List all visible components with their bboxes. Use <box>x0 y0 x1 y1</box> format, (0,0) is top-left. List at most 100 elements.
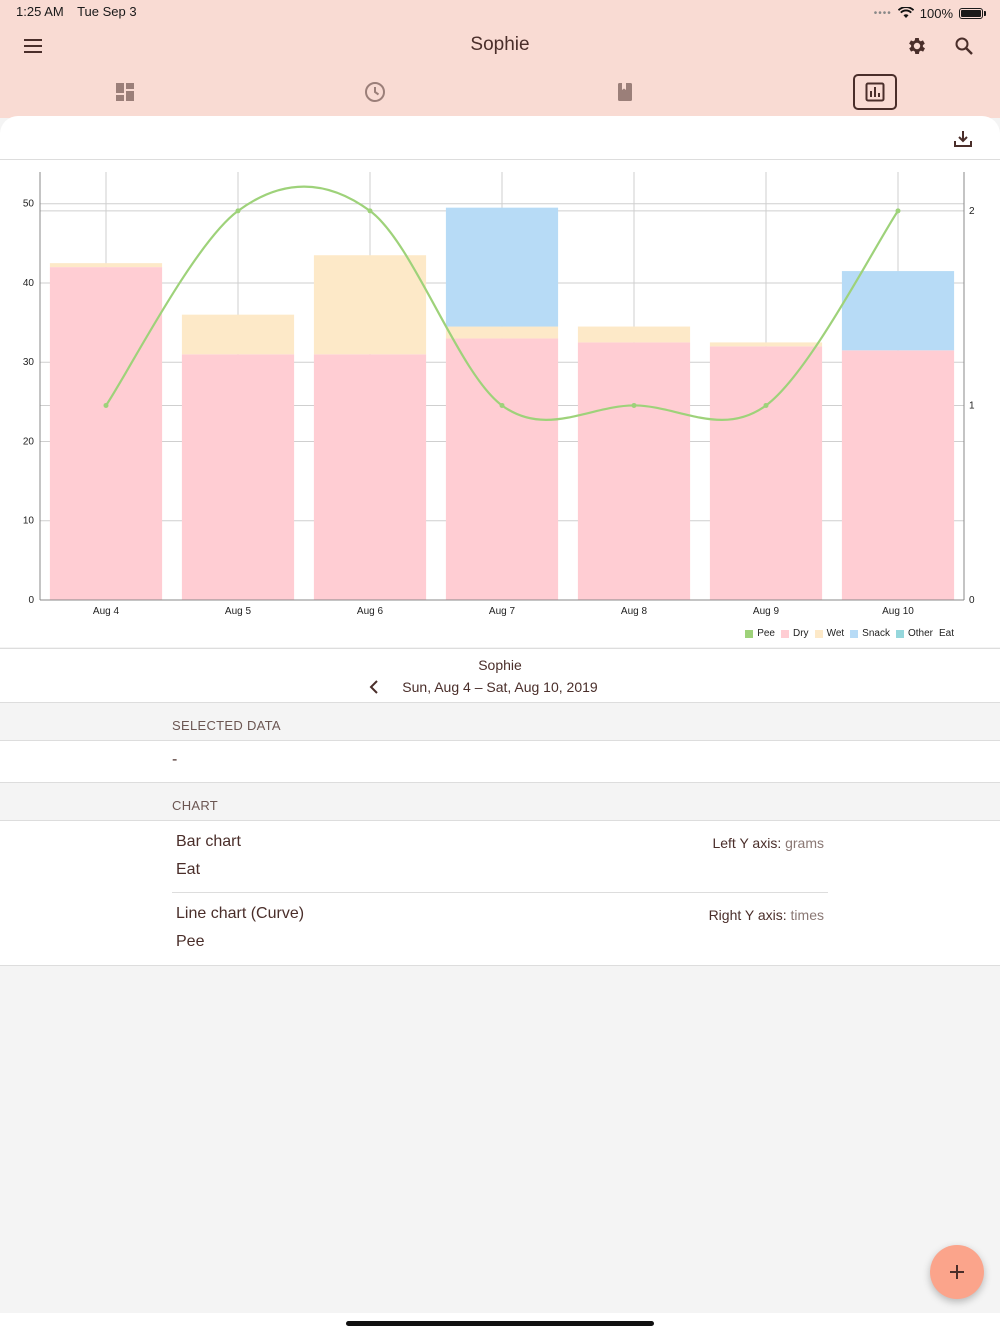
chart-settings-title: CHART <box>172 798 219 813</box>
line-pee <box>105 185 899 421</box>
clock-icon <box>365 82 385 102</box>
legend-swatch <box>850 629 859 638</box>
x-tick-label: Aug 10 <box>882 606 914 617</box>
point-pee <box>499 402 505 408</box>
axis-label: Right Y axis: <box>708 907 787 923</box>
legend-label: Pee <box>757 628 775 639</box>
x-tick-label: Aug 4 <box>93 606 120 617</box>
selected-data-header: SELECTED DATA <box>0 702 1000 741</box>
search-icon[interactable] <box>951 33 977 59</box>
bar-dry <box>49 267 163 600</box>
tab-journal[interactable] <box>603 74 647 110</box>
bar-wet <box>49 263 163 268</box>
selected-data-title: SELECTED DATA <box>172 718 281 733</box>
wifi-icon <box>897 7 914 18</box>
bar-snack <box>445 207 559 327</box>
x-tick-label: Aug 5 <box>225 606 252 617</box>
battery-percent: 100% <box>919 5 953 21</box>
battery-tip <box>984 10 986 16</box>
page-title: Sophie <box>470 34 530 55</box>
chart-settings-section: Bar chart Eat Left Y axis: grams Line ch… <box>0 820 1000 966</box>
axis-unit: times <box>790 907 824 923</box>
legend-title: Eat <box>938 628 954 639</box>
status-bar-left: 1:25 AM Tue Sep 3 <box>16 4 147 22</box>
range-subject: Sophie <box>478 657 522 673</box>
bar-wet <box>709 342 823 347</box>
chart-settings-header: CHART <box>0 782 1000 821</box>
y-tick-label: 30 <box>23 357 35 368</box>
tab-dashboard[interactable] <box>103 74 147 110</box>
y-tick-label: 20 <box>23 436 35 447</box>
point-pee <box>763 402 769 408</box>
chart-axis-info: Right Y axis: times <box>709 907 824 923</box>
legend-swatch <box>814 629 823 638</box>
legend-item-pee: Pee <box>745 628 775 639</box>
chart-toolbar <box>0 116 1000 160</box>
chart-setting-row-line[interactable]: Line chart (Curve) Pee Right Y axis: tim… <box>172 893 828 965</box>
bar-wet <box>445 326 559 339</box>
point-pee <box>235 208 241 214</box>
bar-dry <box>445 338 559 600</box>
bar-snack <box>841 271 955 351</box>
legend-item-snack: Snack <box>850 628 890 639</box>
legend-swatch <box>781 629 789 638</box>
chart-axis-info: Left Y axis: grams <box>712 835 824 851</box>
legend-label: Snack <box>862 628 890 639</box>
x-tick-label: Aug 7 <box>489 606 516 617</box>
legend-label: Wet <box>826 628 845 639</box>
bar-chart-icon <box>865 82 885 102</box>
selected-data-section: - <box>0 740 1000 784</box>
y2-tick-label: 0 <box>969 595 975 606</box>
gear-icon[interactable] <box>904 33 930 59</box>
legend-swatch <box>895 629 904 638</box>
bar-wet <box>181 314 295 355</box>
x-tick-label: Aug 6 <box>357 606 384 617</box>
point-pee <box>631 402 637 408</box>
dashboard-icon <box>116 83 134 101</box>
menu-icon[interactable] <box>20 34 46 58</box>
bar-dry <box>841 350 955 600</box>
y2-tick-label: 2 <box>969 206 975 217</box>
legend-label: Other <box>907 628 933 639</box>
bar-dry <box>181 354 295 600</box>
signal-dots-icon: •••• <box>873 7 892 19</box>
battery-icon <box>959 7 983 19</box>
status-bar-right: •••• 100% <box>874 4 986 22</box>
axis-label: Left Y axis: <box>712 835 782 851</box>
point-pee <box>367 208 373 214</box>
app-header: 1:25 AM Tue Sep 3 •••• 100% Sophie <box>0 0 1000 118</box>
x-tick-label: Aug 8 <box>621 606 648 617</box>
legend-swatch <box>745 629 754 638</box>
y-tick-label: 40 <box>23 278 35 289</box>
legend-item-dry: Dry <box>781 628 809 639</box>
stacked-bar-line-chart[interactable]: 0 10 20 30 40 50 0 1 2 Aug 4 Aug 5 Aug 6 Aug 7 Aug 8 A… <box>0 160 1000 622</box>
chevron-left-icon <box>369 680 378 694</box>
y-tick-label: 0 <box>28 595 34 606</box>
bar-wet <box>313 255 427 355</box>
book-icon <box>618 83 632 101</box>
bar-dry <box>313 354 427 600</box>
x-tick-label: Aug 9 <box>753 606 780 617</box>
point-pee <box>103 402 109 408</box>
chart-card: 0 10 20 30 40 50 0 1 2 Aug 4 Aug 5 Aug 6 Aug 7 Aug 8 A… <box>0 116 1000 647</box>
chart-metric-label: Eat <box>176 861 201 878</box>
bar-dry <box>709 346 823 600</box>
plus-icon <box>950 1265 964 1279</box>
tab-charts[interactable] <box>853 74 897 110</box>
row-divider <box>172 892 828 893</box>
legend-item-other: Other <box>895 628 933 639</box>
y-tick-label: 50 <box>23 199 35 210</box>
previous-range-button[interactable] <box>364 677 384 697</box>
tab-history[interactable] <box>353 74 397 110</box>
download-icon[interactable] <box>950 126 976 152</box>
status-time: 1:25 AM <box>16 4 64 19</box>
chart-setting-row-bar[interactable]: Bar chart Eat Left Y axis: grams <box>172 821 828 893</box>
chart-metric-label: Pee <box>176 933 205 950</box>
home-indicator <box>346 1321 654 1326</box>
bar-dry <box>577 342 691 600</box>
date-range-bar: Sophie Sun, Aug 4 – Sat, Aug 10, 2019 <box>0 648 1000 703</box>
legend-label: Dry <box>793 628 809 639</box>
bar-wet <box>577 326 691 343</box>
add-entry-button[interactable] <box>930 1245 984 1299</box>
axis-unit: grams <box>785 835 824 851</box>
